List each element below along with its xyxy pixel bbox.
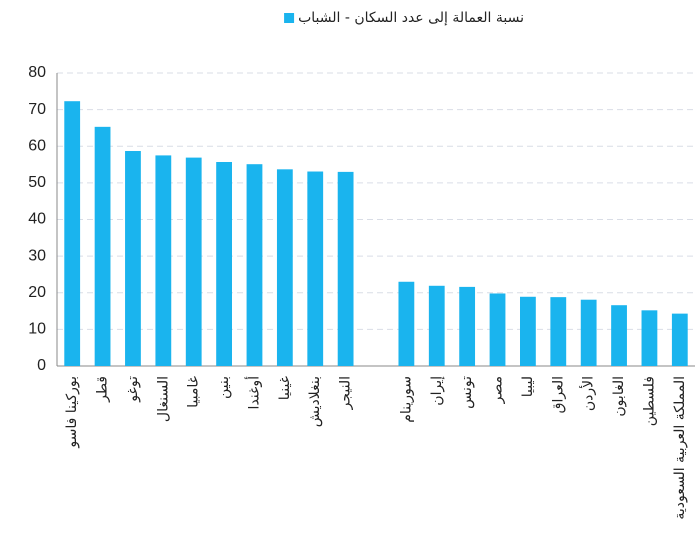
x-tick-label: سورينام	[398, 376, 414, 423]
x-tick-label: الغابون	[611, 376, 627, 417]
bar	[94, 126, 111, 367]
bar	[125, 151, 141, 366]
bar	[246, 164, 263, 366]
bar	[337, 171, 354, 366]
y-tick-label: 30	[28, 247, 46, 264]
x-tick-label: الأردن	[579, 376, 597, 411]
legend-swatch	[284, 13, 295, 23]
y-tick-label: 80	[28, 64, 46, 81]
x-tick-label: بوركينا فاسو	[64, 376, 80, 449]
bar	[671, 313, 688, 366]
y-tick-label: 50	[28, 174, 46, 191]
x-tick-label: العراق	[550, 376, 566, 413]
bar	[307, 171, 324, 366]
bar	[428, 285, 445, 366]
legend-label: نسبة العمالة إلى عدد السكان - الشباب	[298, 10, 524, 26]
bar	[398, 281, 415, 366]
y-tick-label: 60	[28, 137, 46, 154]
x-tick-label: توغو	[125, 376, 141, 403]
x-tick-label: تونس	[459, 376, 475, 409]
x-tick-label: فلسطين	[641, 376, 657, 426]
x-tick-label: ليبيا	[520, 376, 536, 397]
bar	[641, 310, 658, 366]
x-tick-label: إيران	[429, 376, 445, 406]
bar	[276, 169, 293, 366]
y-tick-label: 70	[28, 101, 46, 118]
y-tick-label: 10	[28, 321, 46, 338]
x-tick-label: قطر	[95, 376, 111, 403]
x-tick-label: مصر	[490, 376, 506, 404]
bar	[64, 101, 81, 367]
x-tick-label: بنغلاديش	[307, 376, 323, 427]
x-tick-label: غامبيا	[186, 376, 202, 408]
bar	[520, 296, 536, 366]
x-tick-label: السنغال	[155, 376, 171, 422]
x-tick-label: النيجر	[338, 376, 354, 410]
y-tick-label: 40	[28, 211, 46, 228]
bar	[185, 157, 202, 366]
x-tick-label: أوغندا	[244, 376, 262, 410]
bar	[611, 305, 627, 366]
x-tick-label: غينيا	[277, 376, 293, 400]
bar	[459, 286, 476, 366]
y-tick-label: 0	[37, 357, 46, 374]
bar	[550, 297, 567, 366]
bar	[216, 161, 232, 366]
bar	[155, 155, 172, 366]
x-tick-label: المملكة العربية السعودية	[672, 376, 688, 520]
bar	[489, 293, 506, 366]
y-tick-label: 20	[28, 284, 46, 301]
bar	[580, 299, 597, 366]
x-tick-label: بنين	[216, 376, 232, 399]
